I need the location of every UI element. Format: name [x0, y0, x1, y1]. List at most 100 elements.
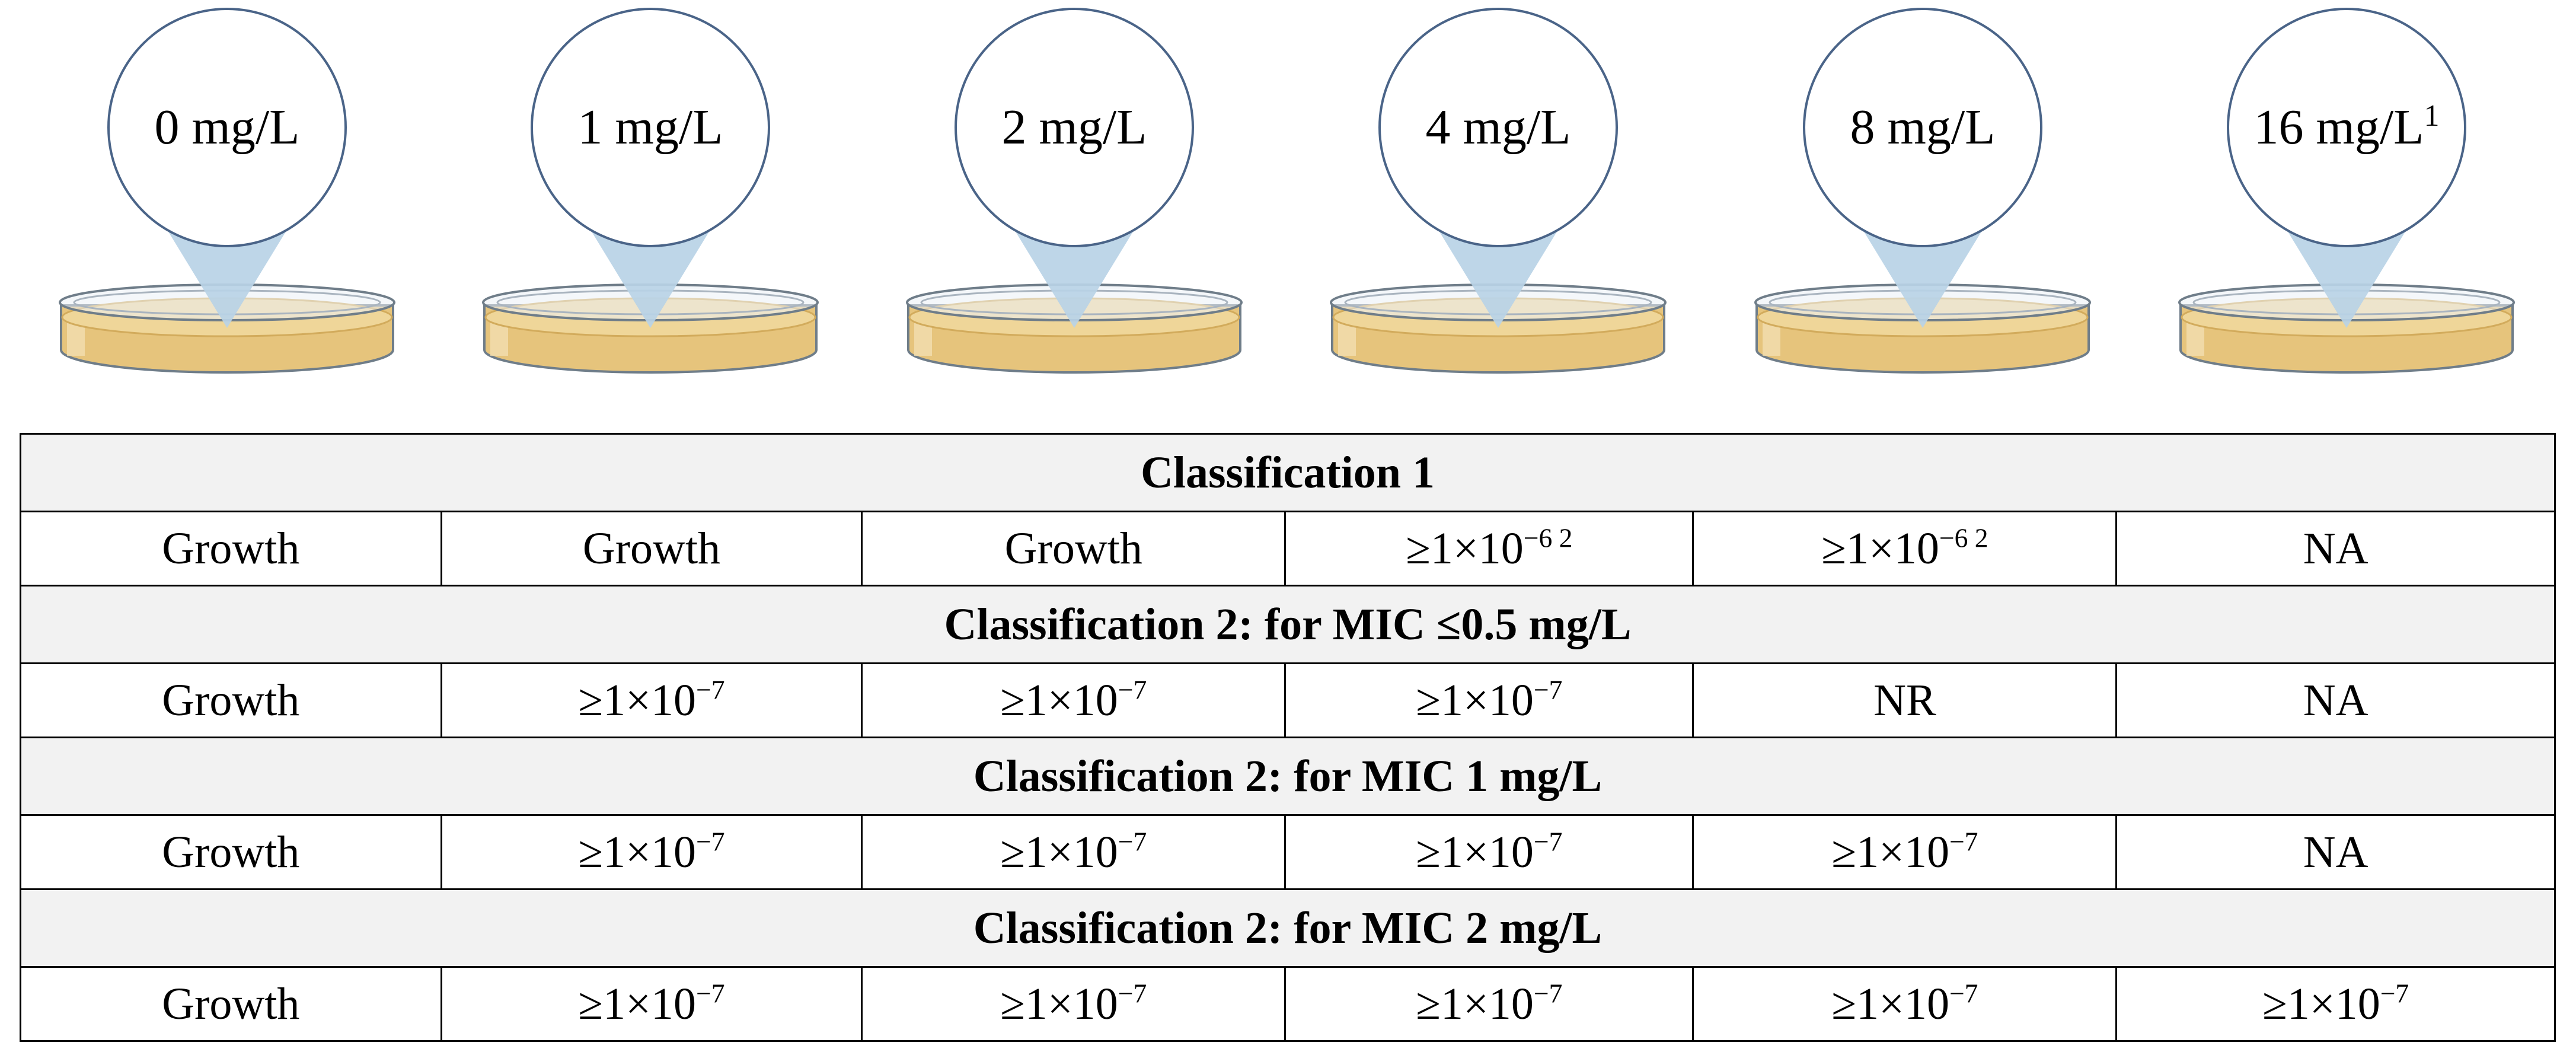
section-header-row: Classification 2: for MIC 1 mg/L — [20, 737, 2556, 816]
value-exponent: −7 — [1533, 978, 1563, 1009]
value-text: NA — [2303, 523, 2368, 573]
classification-table: Classification 1 Growth Growth Growth ≥1×10−… — [20, 433, 2556, 1042]
value-row: Growth ≥1×10−7 ≥1×10−7 ≥1×10−7 ≥1×10−7 ≥1×10−… — [20, 966, 2556, 1042]
callout-bubble — [107, 8, 347, 247]
concentration-label: 4 mg/L — [1426, 100, 1571, 155]
value-exponent: −7 — [1949, 826, 1978, 857]
value-cell: ≥1×10−6 2 — [1284, 511, 1694, 586]
section-title: Classification 2: for MIC 1 mg/L — [20, 737, 2556, 816]
value-text: Growth — [162, 675, 300, 725]
value-cell: ≥1×10−7 — [861, 814, 1287, 890]
footnote-marker: 1 — [2424, 99, 2440, 133]
value-text: ≥1×10 — [1821, 523, 1939, 573]
value-text: ≥1×10 — [1416, 978, 1534, 1029]
dish-callout-3: 4 mg/L — [1330, 8, 1667, 374]
callout-bubble — [2227, 8, 2466, 247]
value-cell: NA — [2115, 511, 2556, 586]
concentration-label: 16 mg/L1 — [2254, 99, 2440, 155]
value-cell: NA — [2115, 662, 2556, 738]
value-cell: Growth — [20, 511, 442, 586]
callout-bubble — [955, 8, 1194, 247]
value-text: Growth — [162, 978, 300, 1029]
value-cell: ≥1×10−7 — [1284, 662, 1694, 738]
value-cell: NA — [2115, 814, 2556, 890]
value-text: NR — [1873, 675, 1936, 725]
value-cell: Growth — [20, 966, 442, 1042]
value-text: ≥1×10 — [1416, 827, 1534, 877]
value-text: Growth — [162, 523, 300, 573]
value-text: NA — [2303, 675, 2368, 725]
value-text: NA — [2303, 827, 2368, 877]
value-text: ≥1×10 — [1831, 978, 1949, 1029]
callout-bubble — [531, 8, 770, 247]
value-exponent: −7 — [695, 978, 725, 1009]
value-cell: Growth — [20, 814, 442, 890]
value-text: ≥1×10 — [1000, 827, 1118, 877]
classification-table-wrapper: Classification 1 Growth Growth Growth ≥1×10−… — [20, 433, 2556, 1042]
value-text: ≥1×10 — [578, 675, 696, 725]
concentration-label: 8 mg/L — [1850, 100, 1996, 155]
value-exponent: −7 — [1118, 674, 1147, 705]
callout-bubble — [1803, 8, 2042, 247]
value-exponent: −7 — [1949, 978, 1978, 1009]
petri-dish-row: 0 mg/L 1 mg/L 2 mg/L 4 mg/L 8 mg/L 16 mg/L1 — [59, 8, 2515, 374]
value-text: ≥1×10 — [1000, 978, 1118, 1029]
value-cell: Growth — [20, 662, 442, 738]
value-cell: ≥1×10−7 — [440, 662, 863, 738]
concentration-label: 0 mg/L — [155, 100, 300, 155]
dish-highlight — [1763, 323, 1780, 356]
value-cell: ≥1×10−7 — [861, 662, 1287, 738]
value-cell: ≥1×10−7 — [2115, 966, 2556, 1042]
dish-callout-4: 8 mg/L — [1754, 8, 2091, 374]
section-title: Classification 2: for MIC ≤0.5 mg/L — [20, 585, 2556, 664]
value-cell: ≥1×10−7 — [440, 814, 863, 890]
value-row: Growth ≥1×10−7 ≥1×10−7 ≥1×10−7 ≥1×10−7 NA — [20, 814, 2556, 890]
dish-callout-5: 16 mg/L1 — [2178, 8, 2515, 374]
value-exponent: −7 — [695, 674, 725, 705]
concentration-label: 2 mg/L — [1002, 100, 1147, 155]
dish-highlight — [914, 323, 932, 356]
value-exponent: −7 — [695, 826, 725, 857]
dish-highlight — [1338, 323, 1356, 356]
value-text: ≥1×10 — [1000, 675, 1118, 725]
value-exponent: −7 — [1533, 674, 1563, 705]
dish-highlight — [2186, 323, 2204, 356]
value-cell: NR — [1692, 662, 2118, 738]
section-title: Classification 2: for MIC 2 mg/L — [20, 888, 2556, 968]
value-cell: ≥1×10−7 — [861, 966, 1287, 1042]
section-header-row: Classification 1 — [20, 433, 2556, 512]
value-exponent: −7 — [1118, 978, 1147, 1009]
value-cell: ≥1×10−7 — [1284, 814, 1694, 890]
value-exponent: −7 — [1118, 826, 1147, 857]
dish-callout-0: 0 mg/L — [59, 8, 395, 374]
value-cell: Growth — [440, 511, 863, 586]
section-header-row: Classification 2: for MIC ≤0.5 mg/L — [20, 585, 2556, 664]
value-text: ≥1×10 — [1406, 523, 1524, 573]
value-row: Growth Growth Growth ≥1×10−6 2 ≥1×10−6 2 NA — [20, 511, 2556, 586]
value-cell: ≥1×10−7 — [440, 966, 863, 1042]
value-text: ≥1×10 — [1416, 675, 1534, 725]
value-text: ≥1×10 — [1831, 827, 1949, 877]
section-header-row: Classification 2: for MIC 2 mg/L — [20, 888, 2556, 968]
value-row: Growth ≥1×10−7 ≥1×10−7 ≥1×10−7 NR NA — [20, 662, 2556, 738]
value-text: ≥1×10 — [578, 978, 696, 1029]
value-text: Growth — [582, 523, 721, 573]
value-cell: ≥1×10−7 — [1284, 966, 1694, 1042]
value-text: ≥1×10 — [578, 827, 696, 877]
dish-callout-1: 1 mg/L — [482, 8, 819, 374]
value-exponent: −6 2 — [1939, 522, 1988, 553]
dish-highlight — [67, 323, 85, 356]
value-text: Growth — [162, 827, 300, 877]
dish-callout-2: 2 mg/L — [906, 8, 1243, 374]
value-cell: Growth — [861, 511, 1287, 586]
concentration-label: 1 mg/L — [578, 100, 723, 155]
section-title: Classification 1 — [20, 433, 2556, 512]
callout-bubble — [1378, 8, 1618, 247]
value-cell: ≥1×10−7 — [1692, 814, 2118, 890]
dish-highlight — [490, 323, 508, 356]
value-cell: ≥1×10−7 — [1692, 966, 2118, 1042]
value-exponent: −6 2 — [1523, 522, 1573, 553]
value-text: ≥1×10 — [2262, 978, 2380, 1029]
value-exponent: −7 — [2380, 978, 2409, 1009]
value-exponent: −7 — [1533, 826, 1563, 857]
